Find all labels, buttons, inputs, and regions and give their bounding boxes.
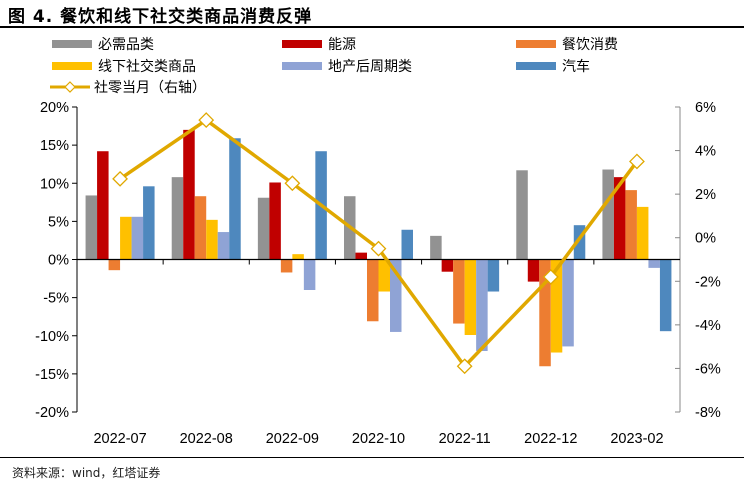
bar-2-2022-10 [367, 259, 379, 322]
retail-sales-marker-2022-08 [198, 112, 215, 128]
bar-3-2022-07 [120, 216, 132, 260]
legend-item-offline-social: 线下社交类商品 [52, 55, 196, 77]
right-axis-tick-label: -8% [695, 405, 721, 421]
legend-swatch [516, 62, 556, 70]
legend: 必需品类 能源 餐饮消费 线下社交类商品 地产后周期类 汽车 社零当月（右轴） [0, 30, 744, 102]
bar-3-2022-08 [206, 219, 218, 260]
x-axis-tick-label: 2022-07 [93, 431, 146, 447]
right-axis-tick-label: -6% [695, 361, 721, 377]
retail-sales-marker-2022-10 [370, 240, 387, 257]
left-axis-tick-label: -20% [35, 405, 69, 421]
retail-sales-marker-2022-12 [542, 269, 559, 285]
title-divider [0, 26, 744, 28]
x-axis-tick-label: 2022-09 [266, 431, 319, 447]
left-axis-tick-label: 10% [40, 176, 69, 192]
bar-2-2022-07 [108, 259, 121, 271]
left-axis-tick-label: -5% [43, 291, 69, 307]
legend-item-automobile: 汽车 [516, 55, 590, 77]
bar-0-2022-09 [257, 197, 270, 260]
bar-5-2022-10 [401, 229, 413, 260]
bar-0-2022-12 [516, 170, 528, 260]
bar-2-2023-02 [625, 190, 637, 260]
chart-title: 图 4. 餐饮和线下社交类商品消费反弹 [8, 7, 313, 27]
left-axis-tick-label: 0% [48, 253, 69, 269]
retail-sales-marker-2022-09 [284, 175, 301, 192]
x-axis-tick-label: 2022-08 [180, 431, 233, 447]
bar-0-2023-02 [602, 169, 614, 260]
bar-1-2022-07 [97, 151, 109, 260]
bar-3-2023-02 [636, 206, 649, 260]
legend-label: 汽车 [562, 59, 590, 75]
left-axis-tick-label: 20% [40, 100, 69, 116]
bar-0-2022-07 [85, 195, 98, 260]
legend-label: 社零当月（右轴） [94, 80, 206, 96]
bar-0-2022-08 [171, 177, 184, 260]
bar-4-2022-08 [217, 232, 230, 260]
legend-label: 能源 [328, 37, 356, 53]
bar-4-2022-10 [390, 259, 402, 332]
bar-3-2022-09 [292, 254, 304, 260]
legend-item-retail-sales: 社零当月（右轴） [50, 76, 206, 98]
left-axis-tick-label: 15% [40, 138, 69, 154]
bar-1-2023-02 [613, 177, 626, 260]
bar-5-2022-11 [487, 259, 500, 292]
bar-2-2022-11 [453, 259, 465, 324]
legend-swatch [52, 40, 92, 48]
left-axis-tick-label: 5% [48, 214, 69, 230]
x-axis-tick-label: 2022-10 [352, 431, 405, 447]
legend-item-energy: 能源 [282, 33, 356, 55]
legend-item-property-related: 地产后周期类 [282, 55, 412, 77]
bar-1-2022-12 [527, 259, 540, 282]
bar-2-2022-08 [194, 196, 207, 260]
retail-sales-marker-2022-07 [112, 170, 128, 187]
legend-label: 线下社交类商品 [98, 59, 196, 75]
legend-swatch [282, 40, 322, 48]
legend-label: 必需品类 [98, 37, 154, 53]
bar-5-2022-08 [229, 138, 241, 260]
bar-2-2022-12 [539, 259, 551, 367]
source-note: 资料来源：wind，红塔证券 [12, 466, 161, 480]
legend-swatch [52, 62, 92, 70]
bar-1-2022-11 [441, 259, 454, 272]
bar-4-2022-07 [131, 216, 144, 260]
x-axis-tick-label: 2022-11 [439, 431, 491, 447]
right-axis-tick-label: -2% [695, 274, 721, 290]
legend-item-necessities: 必需品类 [52, 33, 154, 55]
bar-4-2022-11 [476, 259, 488, 351]
bar-4-2023-02 [648, 259, 660, 268]
retail-sales-marker-2023-02 [629, 153, 645, 170]
legend-swatch [282, 62, 322, 70]
source-divider [0, 457, 744, 458]
left-axis-tick-label: -15% [35, 367, 69, 383]
x-axis-tick-label: 2022-12 [524, 431, 577, 447]
legend-item-catering: 餐饮消费 [516, 33, 618, 55]
bar-4-2022-12 [562, 259, 574, 347]
bar-5-2022-12 [573, 225, 586, 260]
bar-2-2022-09 [280, 259, 293, 273]
retail-sales-marker-2022-11 [456, 358, 473, 375]
legend-swatch [516, 40, 556, 48]
legend-label: 地产后周期类 [328, 59, 412, 75]
bar-0-2022-11 [430, 235, 442, 260]
right-axis-tick-label: 6% [695, 100, 716, 116]
bar-1-2022-09 [269, 182, 281, 260]
left-axis-tick-label: -10% [35, 329, 69, 345]
bar-3-2022-10 [378, 259, 390, 292]
bar-3-2022-11 [464, 259, 477, 335]
right-axis-tick-label: 2% [695, 187, 716, 203]
bar-3-2022-12 [550, 259, 563, 353]
bar-1-2022-08 [183, 129, 195, 260]
x-axis-tick-label: 2023-02 [610, 431, 663, 447]
bar-5-2022-07 [143, 186, 155, 260]
diamond-line-icon [50, 81, 90, 93]
bar-4-2022-09 [303, 259, 316, 290]
right-axis-tick-label: 4% [695, 144, 716, 160]
legend-label: 餐饮消费 [562, 37, 618, 53]
right-axis-tick-label: 0% [695, 231, 716, 247]
bar-1-2022-10 [355, 252, 367, 260]
right-axis-tick-label: -4% [695, 318, 721, 334]
bar-5-2023-02 [659, 259, 672, 332]
